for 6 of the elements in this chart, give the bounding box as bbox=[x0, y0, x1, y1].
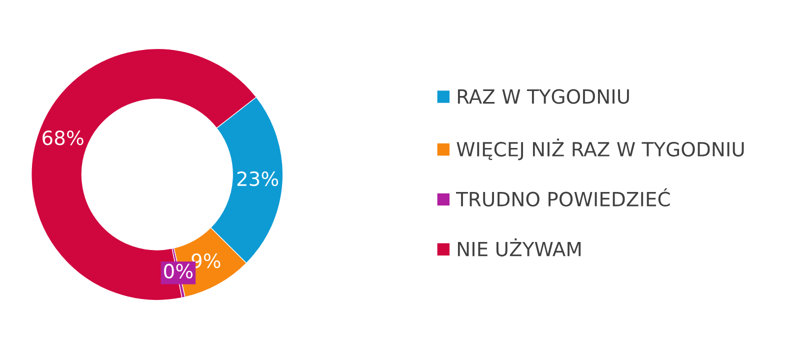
legend-label: RAZ W TYGODNIU bbox=[458, 89, 629, 104]
data-label: 23% bbox=[237, 171, 278, 186]
data-label: 68% bbox=[42, 130, 84, 146]
legend-label: NIE UŻYWAM bbox=[458, 238, 581, 256]
legend-label: TRUDNO POWIEDZIEĆ bbox=[456, 188, 670, 207]
legend-label: WIĘCEJ NIŻ RAZ W TYGODNIU bbox=[456, 138, 744, 160]
